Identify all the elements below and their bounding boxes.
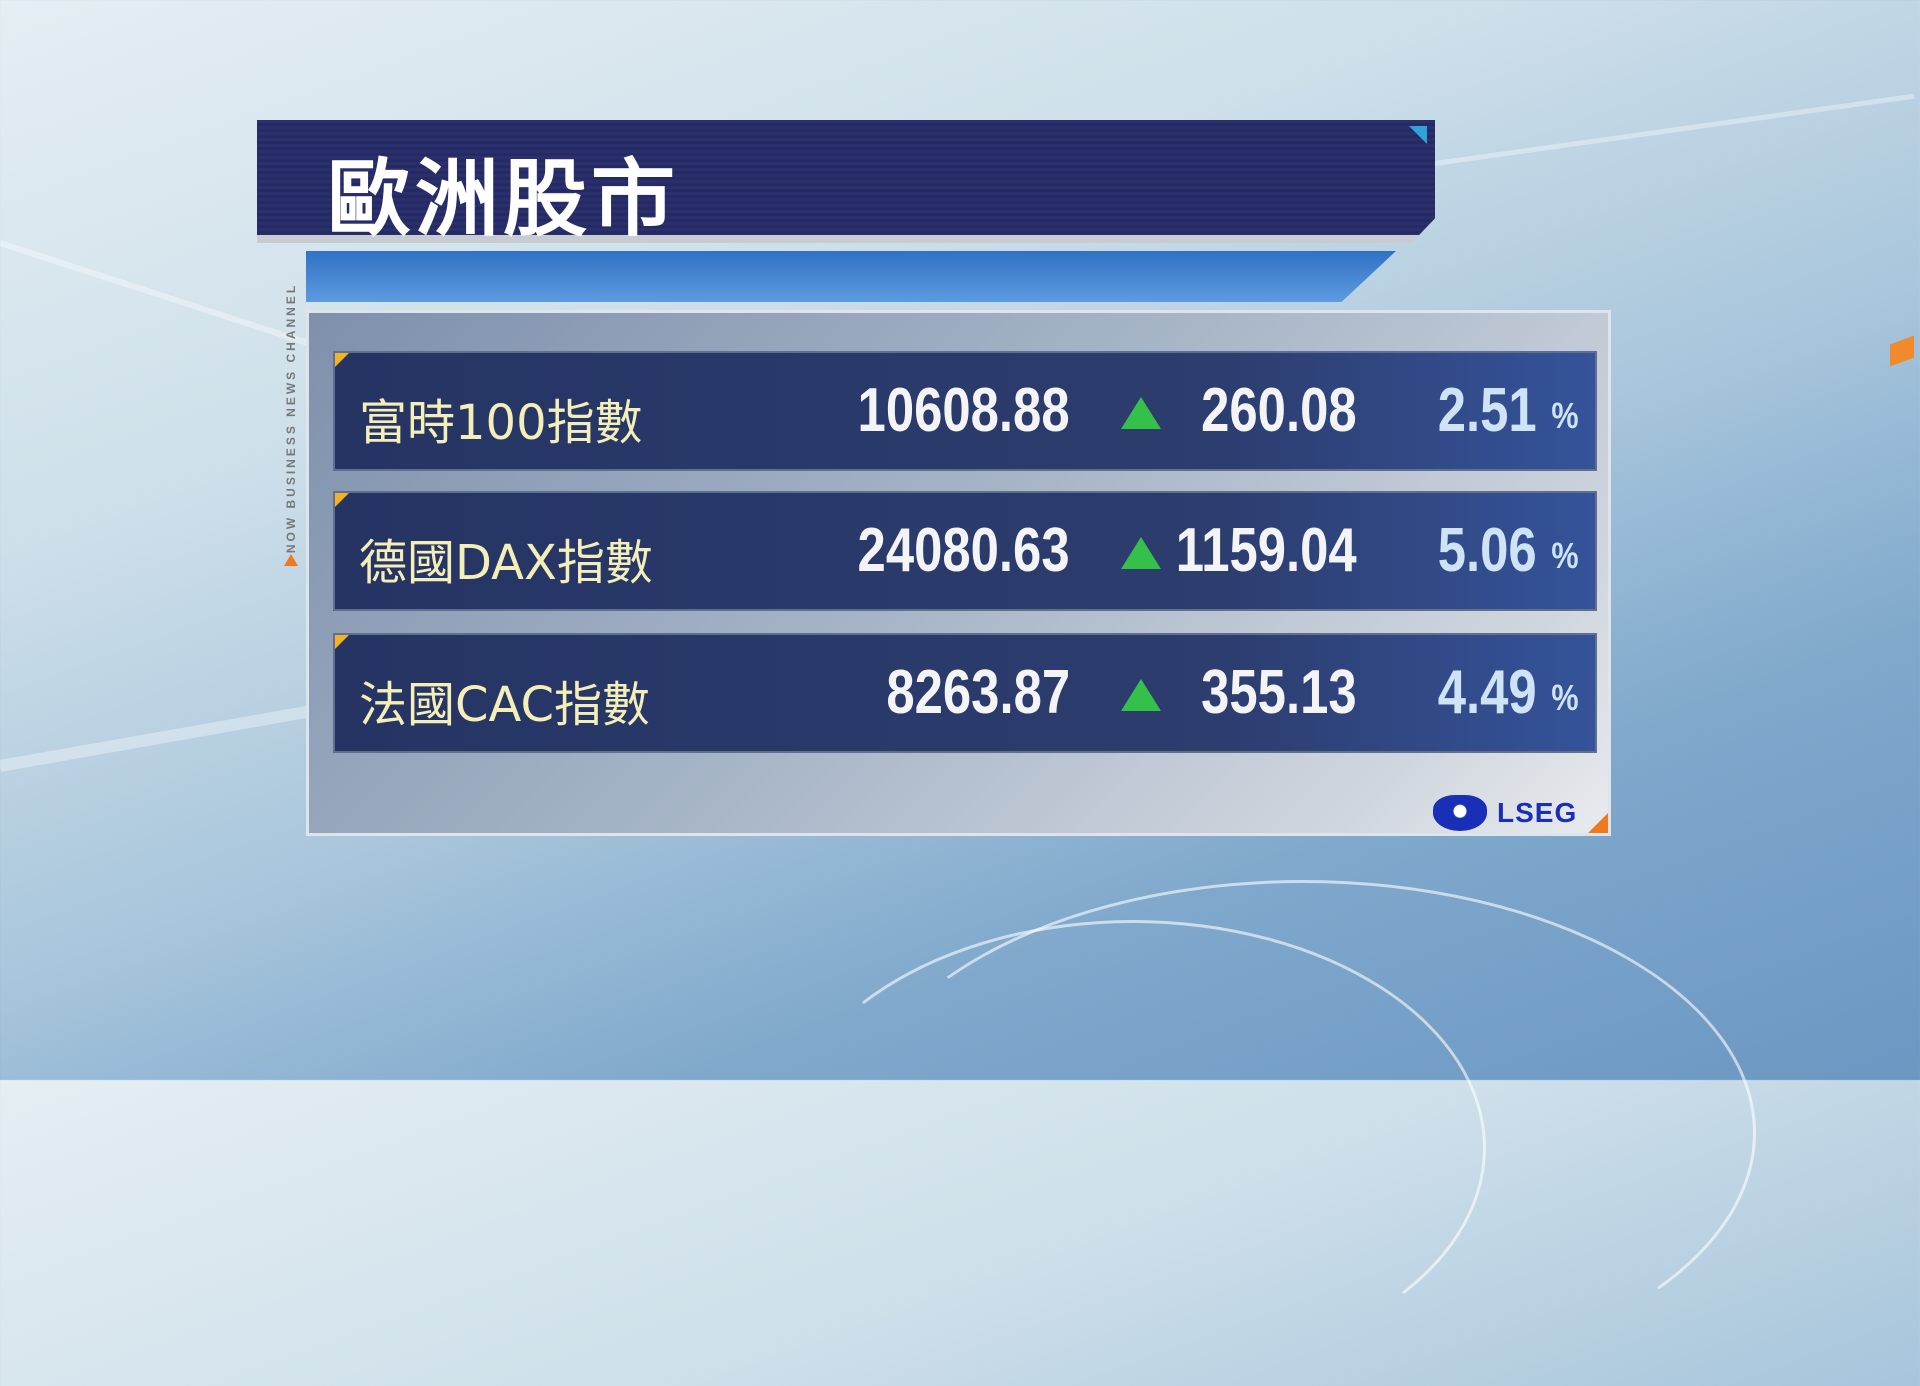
table-row: 法國CAC指數 8263.87 355.13 4.49 %	[333, 633, 1597, 753]
corner-accent	[1409, 126, 1427, 144]
channel-label-text: NOW BUSINESS NEWS CHANNEL	[284, 282, 298, 554]
table-row: 富時100指數 10608.88 260.08 2.51 %	[333, 351, 1597, 471]
channel-label: NOW BUSINESS NEWS CHANNEL	[278, 258, 304, 578]
corner-accent	[335, 635, 349, 649]
lseg-crest-icon	[1433, 795, 1487, 831]
pct-sign: %	[1551, 535, 1579, 576]
index-change: 260.08	[1201, 376, 1357, 445]
title-bar: 歐洲股市	[257, 120, 1435, 243]
index-pct: 4.49	[1438, 658, 1537, 727]
index-change: 1159.04	[1176, 516, 1357, 585]
up-arrow-icon	[1121, 397, 1161, 429]
index-value: 24080.63	[857, 516, 1070, 585]
index-change: 355.13	[1201, 658, 1357, 727]
corner-accent	[1588, 813, 1608, 833]
background-arc	[780, 920, 1486, 1376]
index-panel: 富時100指數 10608.88 260.08 2.51 % 德國DAX指數 2…	[306, 310, 1611, 836]
index-pct: 2.51	[1438, 376, 1537, 445]
table-row: 德國DAX指數 24080.63 1159.04 5.06 %	[333, 491, 1597, 611]
index-value: 10608.88	[857, 376, 1070, 445]
corner-accent	[335, 353, 349, 367]
index-name: 德國DAX指數	[359, 535, 653, 591]
lseg-logo: LSEG	[1433, 795, 1577, 831]
decorative-cube	[1890, 335, 1914, 367]
index-value: 8263.87	[886, 658, 1070, 727]
index-name: 富時100指數	[359, 395, 643, 451]
pct-sign: %	[1551, 677, 1579, 718]
index-name: 法國CAC指數	[359, 677, 651, 733]
lseg-logo-text: LSEG	[1497, 797, 1578, 828]
triangle-icon	[284, 554, 298, 566]
pct-sign: %	[1551, 395, 1579, 436]
up-arrow-icon	[1121, 679, 1161, 711]
index-pct: 5.06	[1438, 516, 1537, 585]
sub-bar	[306, 251, 1396, 302]
page-title: 歐洲股市	[327, 150, 680, 248]
corner-accent	[335, 493, 349, 507]
up-arrow-icon	[1121, 537, 1161, 569]
